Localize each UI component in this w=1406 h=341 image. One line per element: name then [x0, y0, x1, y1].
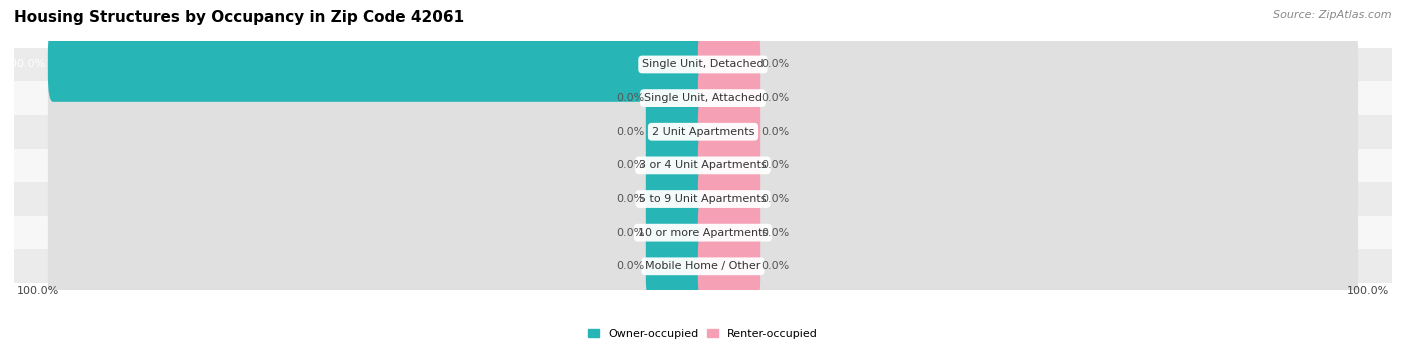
Text: 0.0%: 0.0% [762, 228, 790, 238]
Text: 0.0%: 0.0% [616, 160, 644, 170]
FancyBboxPatch shape [48, 61, 1358, 135]
Bar [14, 216, 1392, 250]
FancyBboxPatch shape [645, 162, 709, 236]
FancyBboxPatch shape [645, 229, 709, 303]
FancyBboxPatch shape [697, 94, 761, 169]
Text: 0.0%: 0.0% [762, 127, 790, 137]
FancyBboxPatch shape [48, 27, 709, 102]
Bar [14, 250, 1392, 283]
FancyBboxPatch shape [645, 61, 709, 135]
Text: 2 Unit Apartments: 2 Unit Apartments [652, 127, 754, 137]
Text: 100.0%: 100.0% [4, 59, 46, 70]
FancyBboxPatch shape [48, 27, 1358, 102]
FancyBboxPatch shape [697, 229, 761, 303]
Text: Mobile Home / Other: Mobile Home / Other [645, 261, 761, 271]
FancyBboxPatch shape [697, 162, 761, 236]
Bar [14, 182, 1392, 216]
FancyBboxPatch shape [48, 128, 1358, 203]
Text: 0.0%: 0.0% [616, 127, 644, 137]
Bar [14, 81, 1392, 115]
FancyBboxPatch shape [48, 162, 1358, 236]
Text: 0.0%: 0.0% [616, 194, 644, 204]
Bar [14, 149, 1392, 182]
FancyBboxPatch shape [48, 229, 1358, 303]
FancyBboxPatch shape [697, 61, 761, 135]
Bar [14, 48, 1392, 81]
Text: 0.0%: 0.0% [762, 59, 790, 70]
Text: 0.0%: 0.0% [616, 93, 644, 103]
Text: 0.0%: 0.0% [616, 261, 644, 271]
Text: Single Unit, Attached: Single Unit, Attached [644, 93, 762, 103]
Text: 10 or more Apartments: 10 or more Apartments [638, 228, 768, 238]
Text: Source: ZipAtlas.com: Source: ZipAtlas.com [1274, 10, 1392, 20]
Text: Housing Structures by Occupancy in Zip Code 42061: Housing Structures by Occupancy in Zip C… [14, 10, 464, 25]
Text: 100.0%: 100.0% [1347, 285, 1389, 296]
Text: 0.0%: 0.0% [762, 93, 790, 103]
Bar [14, 115, 1392, 149]
FancyBboxPatch shape [645, 94, 709, 169]
FancyBboxPatch shape [48, 195, 1358, 270]
Legend: Owner-occupied, Renter-occupied: Owner-occupied, Renter-occupied [588, 329, 818, 339]
Text: Single Unit, Detached: Single Unit, Detached [643, 59, 763, 70]
Text: 100.0%: 100.0% [17, 285, 59, 296]
Text: 0.0%: 0.0% [762, 194, 790, 204]
FancyBboxPatch shape [697, 27, 761, 102]
Text: 3 or 4 Unit Apartments: 3 or 4 Unit Apartments [640, 160, 766, 170]
Text: 0.0%: 0.0% [762, 160, 790, 170]
FancyBboxPatch shape [645, 195, 709, 270]
Text: 5 to 9 Unit Apartments: 5 to 9 Unit Apartments [640, 194, 766, 204]
Text: 0.0%: 0.0% [616, 228, 644, 238]
FancyBboxPatch shape [645, 128, 709, 203]
FancyBboxPatch shape [697, 128, 761, 203]
Text: 0.0%: 0.0% [762, 261, 790, 271]
FancyBboxPatch shape [48, 94, 1358, 169]
FancyBboxPatch shape [697, 195, 761, 270]
